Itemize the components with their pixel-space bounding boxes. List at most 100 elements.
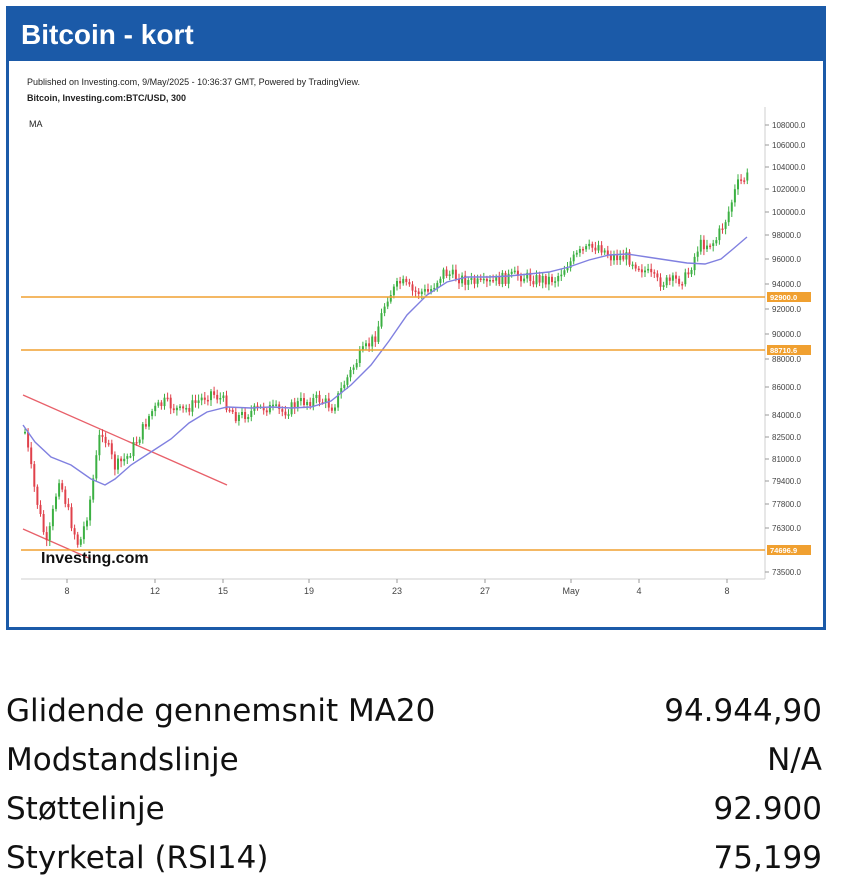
- y-tick-label: 106000.0: [772, 141, 806, 150]
- candle-body: [76, 534, 79, 545]
- candle-body: [678, 278, 681, 284]
- candle-body: [730, 202, 733, 212]
- candle-body: [380, 313, 383, 327]
- stat-row-support: Støttelinje 92.900: [6, 784, 822, 833]
- candle-body: [566, 268, 569, 271]
- candle-body: [585, 246, 588, 250]
- y-tick-label: 84000.0: [772, 411, 801, 420]
- candle-body: [733, 189, 736, 203]
- candle-body: [51, 508, 54, 527]
- candle-body: [92, 478, 95, 500]
- candle-body: [191, 400, 194, 412]
- candle-body: [135, 442, 138, 444]
- candle-body: [448, 274, 451, 276]
- candle-body: [113, 454, 116, 470]
- candle-body: [281, 409, 284, 412]
- candle-body: [588, 243, 591, 247]
- candle-body: [402, 278, 405, 284]
- candle-body: [631, 264, 634, 267]
- candle-body: [504, 272, 507, 284]
- candle-body: [594, 247, 597, 251]
- candle-body: [169, 397, 172, 409]
- candle-body: [439, 278, 442, 283]
- candle-body: [126, 456, 129, 459]
- candle-body: [30, 447, 33, 465]
- candle-body: [365, 343, 367, 347]
- ma-line: [22, 236, 748, 486]
- candle-body: [386, 301, 389, 307]
- candle-body: [98, 434, 101, 456]
- support-level-tag: [767, 545, 811, 555]
- candle-body: [454, 269, 457, 279]
- candle-body: [58, 483, 61, 497]
- candle-body: [718, 228, 721, 241]
- candle-body: [194, 400, 197, 403]
- candle-body: [262, 406, 265, 411]
- candle-body: [541, 276, 544, 283]
- candle-body: [117, 458, 119, 470]
- candle-body: [389, 295, 392, 302]
- candle-body: [203, 397, 206, 400]
- y-tick-label: 96000.0: [772, 255, 801, 264]
- candle-body: [392, 286, 395, 296]
- candle-body: [95, 455, 98, 479]
- candle-body: [436, 282, 439, 288]
- candle-body: [185, 408, 188, 410]
- candle-body: [702, 239, 705, 250]
- x-tick-label: 8: [64, 586, 69, 596]
- candle-body: [337, 393, 340, 408]
- chart-card: Bitcoin - kort Published on Investing.co…: [6, 6, 826, 630]
- candle-body: [544, 276, 547, 285]
- candle-body: [132, 442, 135, 457]
- candle-body: [120, 458, 123, 462]
- candle-body: [414, 290, 417, 292]
- y-tick-label: 77800.0: [772, 500, 801, 509]
- candle-body: [383, 306, 386, 314]
- candle-body: [572, 254, 575, 262]
- y-tick-label: 88000.0: [772, 355, 801, 364]
- candle-body: [33, 464, 36, 487]
- candle-body: [501, 272, 504, 285]
- candles: [24, 168, 749, 548]
- candle-body: [172, 408, 175, 411]
- candle-body: [485, 278, 488, 282]
- candle-body: [690, 270, 693, 275]
- candle-body: [563, 270, 566, 275]
- candle-body: [427, 289, 429, 292]
- candle-body: [101, 434, 104, 437]
- support-level-tag: [767, 345, 811, 355]
- trendline-lower: [22, 528, 92, 560]
- candle-body: [569, 261, 572, 268]
- candle-body: [737, 179, 739, 190]
- support-level-tag: [767, 292, 811, 302]
- stat-value: 75,199: [713, 839, 822, 876]
- published-note: Published on Investing.com, 9/May/2025 -…: [27, 77, 360, 87]
- candle-body: [361, 346, 364, 350]
- candle-body: [27, 431, 30, 448]
- stat-value: 94.944,90: [664, 692, 822, 729]
- candle-body: [712, 243, 715, 246]
- candle-body: [228, 409, 231, 412]
- candle-body: [492, 280, 495, 282]
- candle-body: [284, 411, 287, 416]
- x-tick-label: 27: [480, 586, 490, 596]
- candle-body: [560, 274, 563, 277]
- candle-body: [417, 291, 420, 294]
- candle-body: [315, 394, 318, 398]
- candle-body: [647, 268, 650, 271]
- candle-body: [110, 443, 113, 455]
- candle-body: [82, 526, 85, 540]
- card-title: Bitcoin - kort: [21, 19, 194, 50]
- candle-body: [430, 289, 433, 292]
- candle-body: [451, 269, 454, 275]
- candle-body: [473, 278, 476, 284]
- candle-body: [144, 424, 147, 427]
- candle-body: [327, 398, 330, 408]
- candle-body: [622, 255, 625, 260]
- stat-value: 92.900: [713, 790, 822, 827]
- candle-body: [516, 270, 519, 276]
- candle-body: [309, 402, 312, 406]
- candle-body: [275, 404, 278, 406]
- candle-body: [461, 275, 464, 284]
- y-tick-label: 98000.0: [772, 231, 801, 240]
